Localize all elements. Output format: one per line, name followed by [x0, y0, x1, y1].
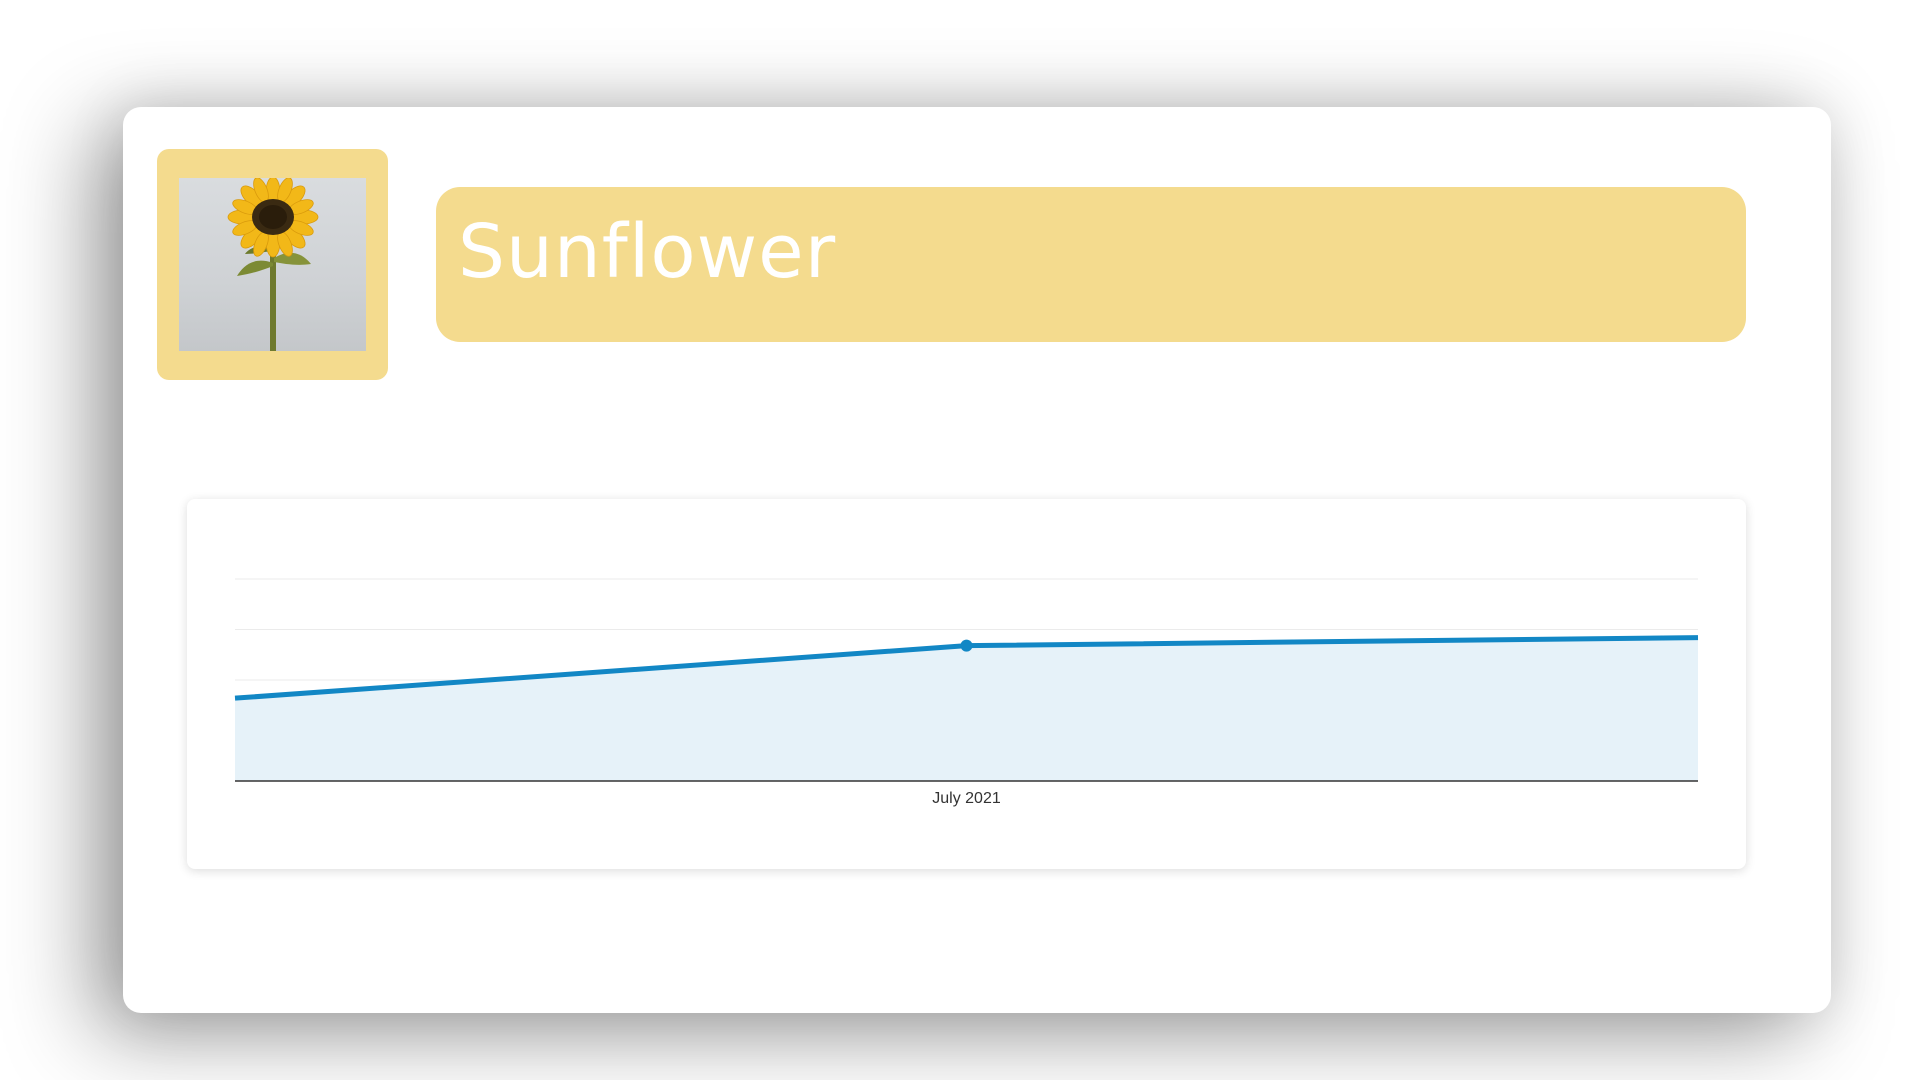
area-chart: July 2021	[234, 578, 1699, 807]
title-banner: Sunflower	[436, 187, 1746, 342]
page-title: Sunflower	[458, 209, 837, 295]
app-window: Sunflower July 2021	[123, 107, 1831, 1013]
sunflower-photo-icon	[179, 178, 366, 351]
data-point	[960, 639, 973, 652]
series-area	[235, 637, 1698, 781]
x-tick-label: July 2021	[932, 790, 1001, 807]
chart-card: July 2021	[187, 499, 1746, 869]
thumbnail-frame	[157, 149, 388, 380]
